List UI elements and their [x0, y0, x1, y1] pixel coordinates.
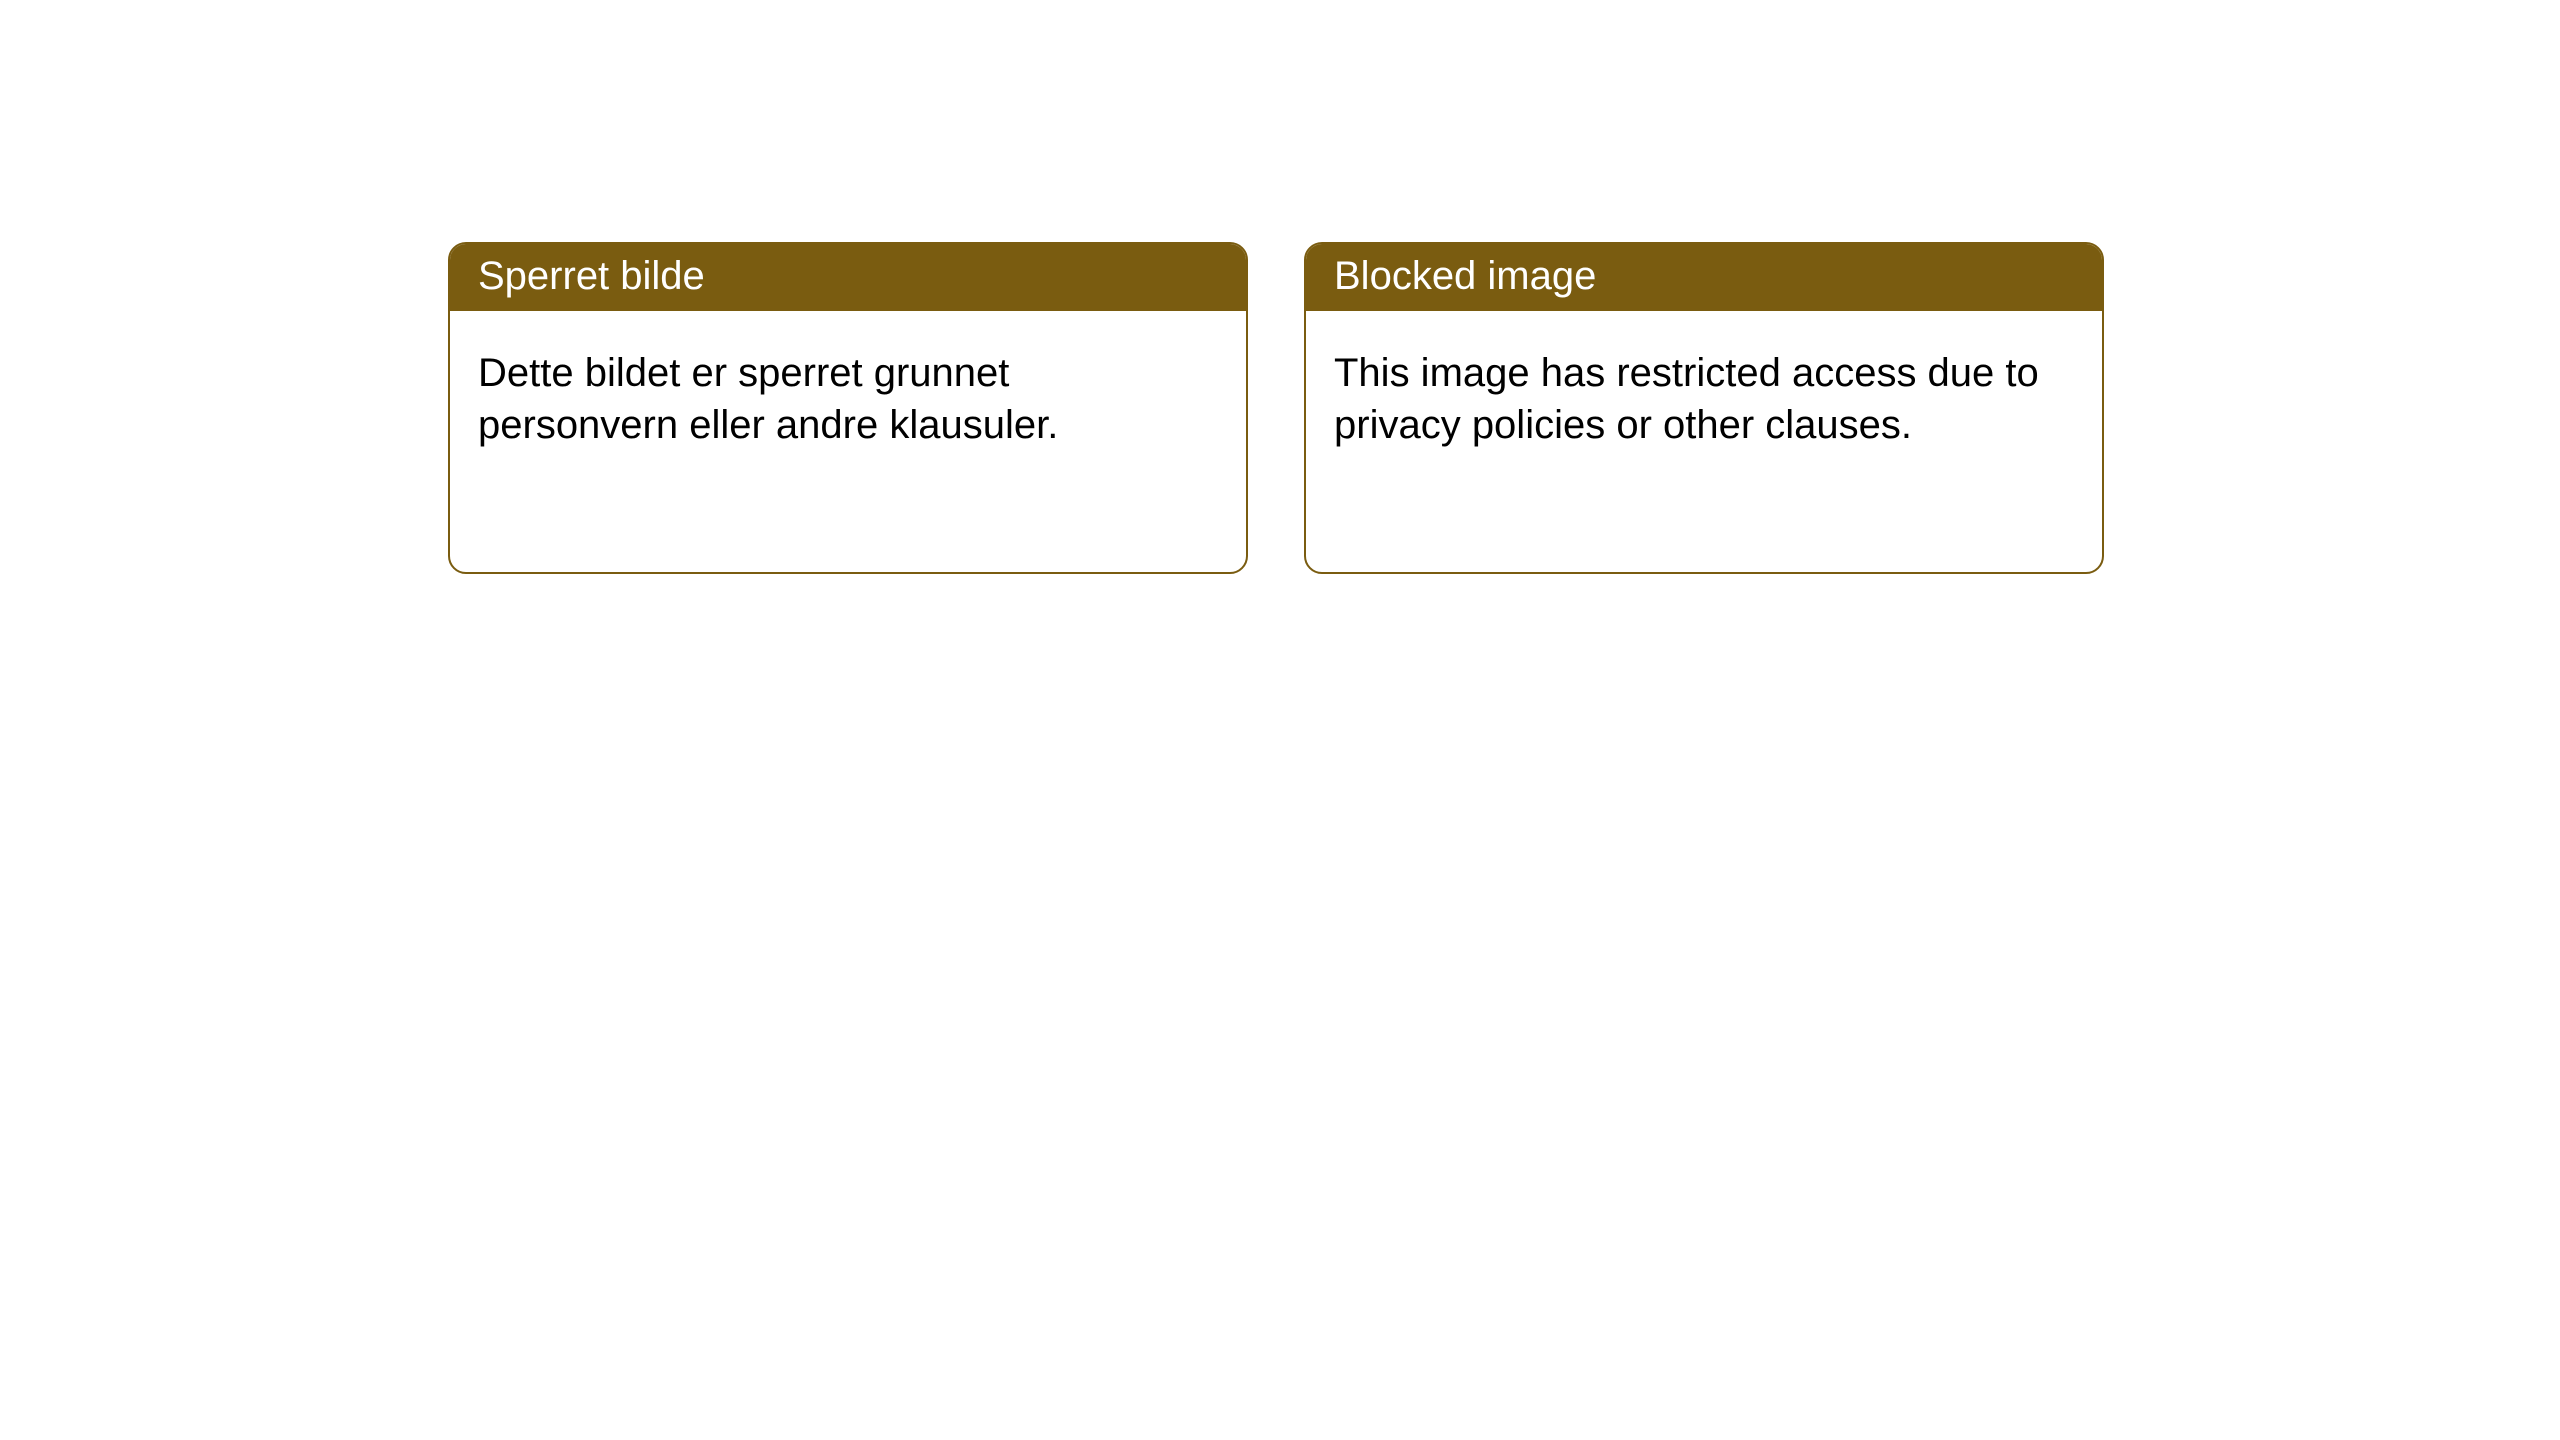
notice-cards-container: Sperret bilde Dette bildet er sperret gr… [0, 0, 2560, 574]
notice-card-body: Dette bildet er sperret grunnet personve… [450, 311, 1246, 487]
notice-card-header: Sperret bilde [450, 244, 1246, 311]
notice-card-header: Blocked image [1306, 244, 2102, 311]
notice-card-norwegian: Sperret bilde Dette bildet er sperret gr… [448, 242, 1248, 574]
notice-card-text: Dette bildet er sperret grunnet personve… [478, 351, 1058, 447]
notice-card-body: This image has restricted access due to … [1306, 311, 2102, 487]
notice-card-title: Blocked image [1334, 254, 1596, 298]
notice-card-text: This image has restricted access due to … [1334, 351, 2039, 447]
notice-card-title: Sperret bilde [478, 254, 705, 298]
notice-card-english: Blocked image This image has restricted … [1304, 242, 2104, 574]
